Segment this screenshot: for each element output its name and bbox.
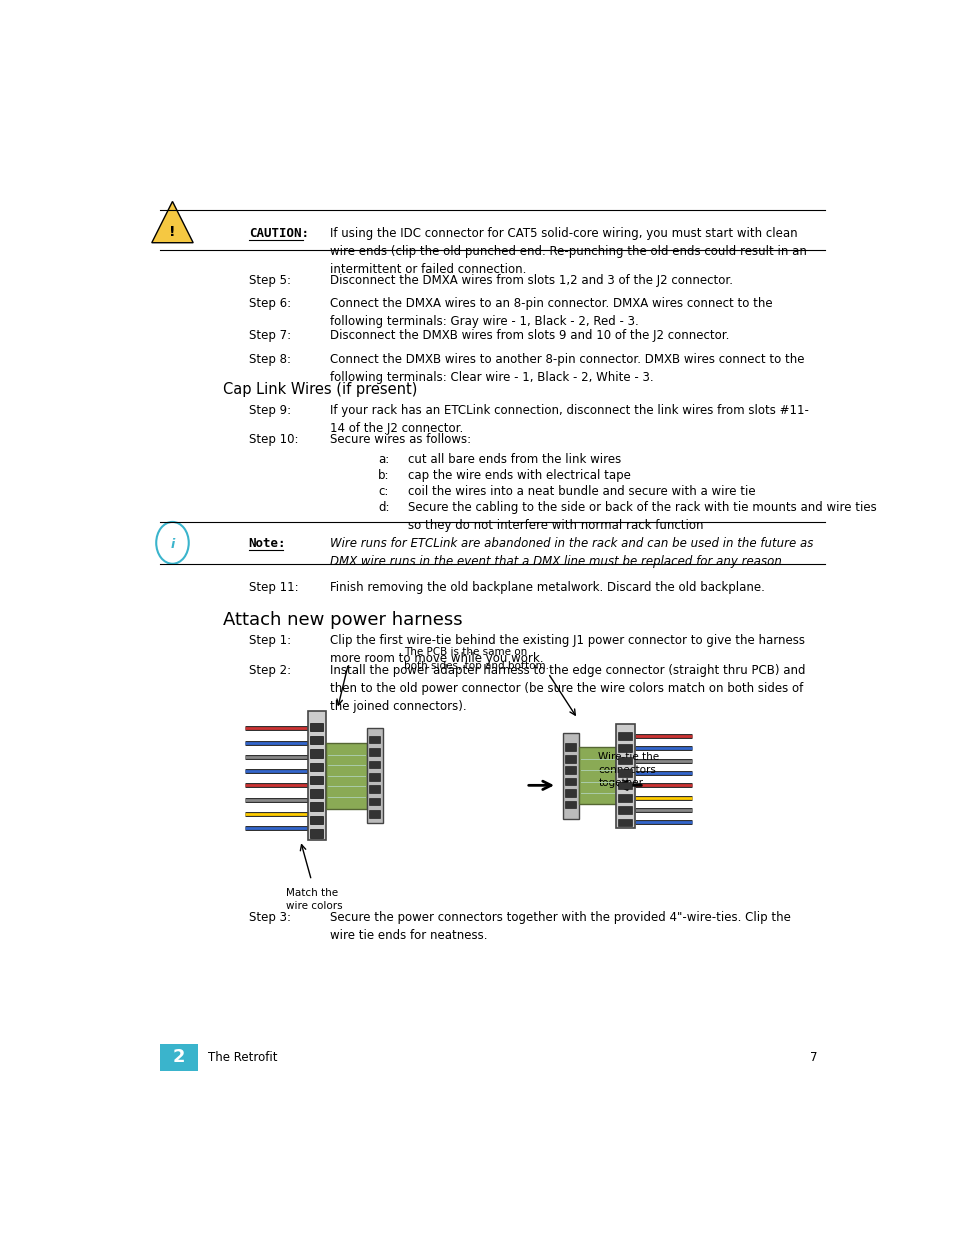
FancyBboxPatch shape <box>618 732 631 740</box>
FancyBboxPatch shape <box>310 789 323 798</box>
FancyBboxPatch shape <box>618 769 631 777</box>
FancyBboxPatch shape <box>564 743 576 751</box>
FancyBboxPatch shape <box>369 773 380 781</box>
FancyBboxPatch shape <box>160 1044 198 1071</box>
Text: Step 7:: Step 7: <box>249 329 291 342</box>
FancyBboxPatch shape <box>618 757 631 764</box>
Text: b:: b: <box>377 468 389 482</box>
FancyBboxPatch shape <box>310 816 323 824</box>
FancyBboxPatch shape <box>564 789 576 797</box>
Text: Secure wires as follows:: Secure wires as follows: <box>330 433 471 447</box>
Text: Step 11:: Step 11: <box>249 580 298 594</box>
Text: Disconnect the DMXB wires from slots 9 and 10 of the J2 connector.: Disconnect the DMXB wires from slots 9 a… <box>330 329 729 342</box>
Text: Note:: Note: <box>249 537 286 550</box>
FancyBboxPatch shape <box>564 755 576 762</box>
Text: 7: 7 <box>810 1051 817 1063</box>
FancyBboxPatch shape <box>367 729 383 824</box>
Text: Secure the cabling to the side or back of the rack with tie mounts and wire ties: Secure the cabling to the side or back o… <box>407 501 876 532</box>
Text: CAUTION:: CAUTION: <box>249 227 309 240</box>
Text: Secure the power connectors together with the provided 4"-wire-ties. Clip the
wi: Secure the power connectors together wit… <box>330 911 790 942</box>
FancyBboxPatch shape <box>369 810 380 818</box>
Text: Disconnect the DMXA wires from slots 1,2 and 3 of the J2 connector.: Disconnect the DMXA wires from slots 1,2… <box>330 274 732 287</box>
FancyBboxPatch shape <box>618 745 631 752</box>
FancyBboxPatch shape <box>310 750 323 758</box>
FancyBboxPatch shape <box>369 748 380 756</box>
Text: The PCB is the same on
both sides, top and bottom.: The PCB is the same on both sides, top a… <box>403 647 548 671</box>
FancyBboxPatch shape <box>578 747 616 804</box>
Text: If your rack has an ETCLink connection, disconnect the link wires from slots #11: If your rack has an ETCLink connection, … <box>330 404 808 435</box>
FancyBboxPatch shape <box>308 711 326 841</box>
Text: 2: 2 <box>172 1049 185 1066</box>
FancyBboxPatch shape <box>369 761 380 768</box>
FancyBboxPatch shape <box>310 803 323 811</box>
Text: Step 6:: Step 6: <box>249 298 291 310</box>
Text: cap the wire ends with electrical tape: cap the wire ends with electrical tape <box>407 468 630 482</box>
Circle shape <box>156 522 189 563</box>
Text: If using the IDC connector for CAT5 solid-core wiring, you must start with clean: If using the IDC connector for CAT5 soli… <box>330 227 806 277</box>
Text: Cap Link Wires (if present): Cap Link Wires (if present) <box>222 382 416 398</box>
Text: Step 5:: Step 5: <box>249 274 291 287</box>
FancyBboxPatch shape <box>369 785 380 793</box>
FancyBboxPatch shape <box>562 734 578 819</box>
Text: Step 2:: Step 2: <box>249 663 291 677</box>
Text: The Retrofit: The Retrofit <box>208 1051 277 1063</box>
FancyBboxPatch shape <box>616 724 634 829</box>
FancyBboxPatch shape <box>310 722 323 731</box>
FancyBboxPatch shape <box>564 778 576 785</box>
Polygon shape <box>152 201 193 243</box>
Text: Clip the first wire-tie behind the existing J1 power connector to give the harne: Clip the first wire-tie behind the exist… <box>330 634 804 666</box>
FancyBboxPatch shape <box>564 766 576 774</box>
Text: Finish removing the old backplane metalwork. Discard the old backplane.: Finish removing the old backplane metalw… <box>330 580 764 594</box>
Text: coil the wires into a neat bundle and secure with a wire tie: coil the wires into a neat bundle and se… <box>407 485 755 498</box>
FancyBboxPatch shape <box>564 800 576 808</box>
FancyBboxPatch shape <box>326 742 367 809</box>
Text: Step 9:: Step 9: <box>249 404 291 417</box>
Text: a:: a: <box>377 452 389 466</box>
FancyBboxPatch shape <box>310 736 323 745</box>
Text: Wire runs for ETCLink are abandoned in the rack and can be used in the future as: Wire runs for ETCLink are abandoned in t… <box>330 537 813 568</box>
Text: Install the power adapter harness to the edge connector (straight thru PCB) and
: Install the power adapter harness to the… <box>330 663 804 713</box>
Text: Attach new power harness: Attach new power harness <box>222 611 462 630</box>
Text: c:: c: <box>377 485 388 498</box>
Text: Step 8:: Step 8: <box>249 353 291 366</box>
Text: i: i <box>171 538 174 551</box>
Text: Wire-tie the
connectors
together: Wire-tie the connectors together <box>598 752 659 788</box>
FancyBboxPatch shape <box>618 794 631 802</box>
Text: Step 1:: Step 1: <box>249 634 291 647</box>
FancyBboxPatch shape <box>369 798 380 805</box>
Text: Connect the DMXB wires to another 8-pin connector. DMXB wires connect to the
fol: Connect the DMXB wires to another 8-pin … <box>330 353 803 384</box>
FancyBboxPatch shape <box>618 806 631 814</box>
Text: d:: d: <box>377 501 389 514</box>
FancyBboxPatch shape <box>618 782 631 789</box>
Text: Match the
wire colors: Match the wire colors <box>285 888 342 911</box>
Text: Connect the DMXA wires to an 8-pin connector. DMXA wires connect to the
followin: Connect the DMXA wires to an 8-pin conne… <box>330 298 772 329</box>
FancyBboxPatch shape <box>310 776 323 784</box>
Text: !: ! <box>169 225 175 238</box>
FancyBboxPatch shape <box>369 736 380 743</box>
FancyBboxPatch shape <box>310 762 323 771</box>
Text: Step 10:: Step 10: <box>249 433 298 447</box>
FancyBboxPatch shape <box>618 819 631 826</box>
Text: Step 3:: Step 3: <box>249 911 291 924</box>
FancyBboxPatch shape <box>310 829 323 837</box>
Text: cut all bare ends from the link wires: cut all bare ends from the link wires <box>407 452 620 466</box>
